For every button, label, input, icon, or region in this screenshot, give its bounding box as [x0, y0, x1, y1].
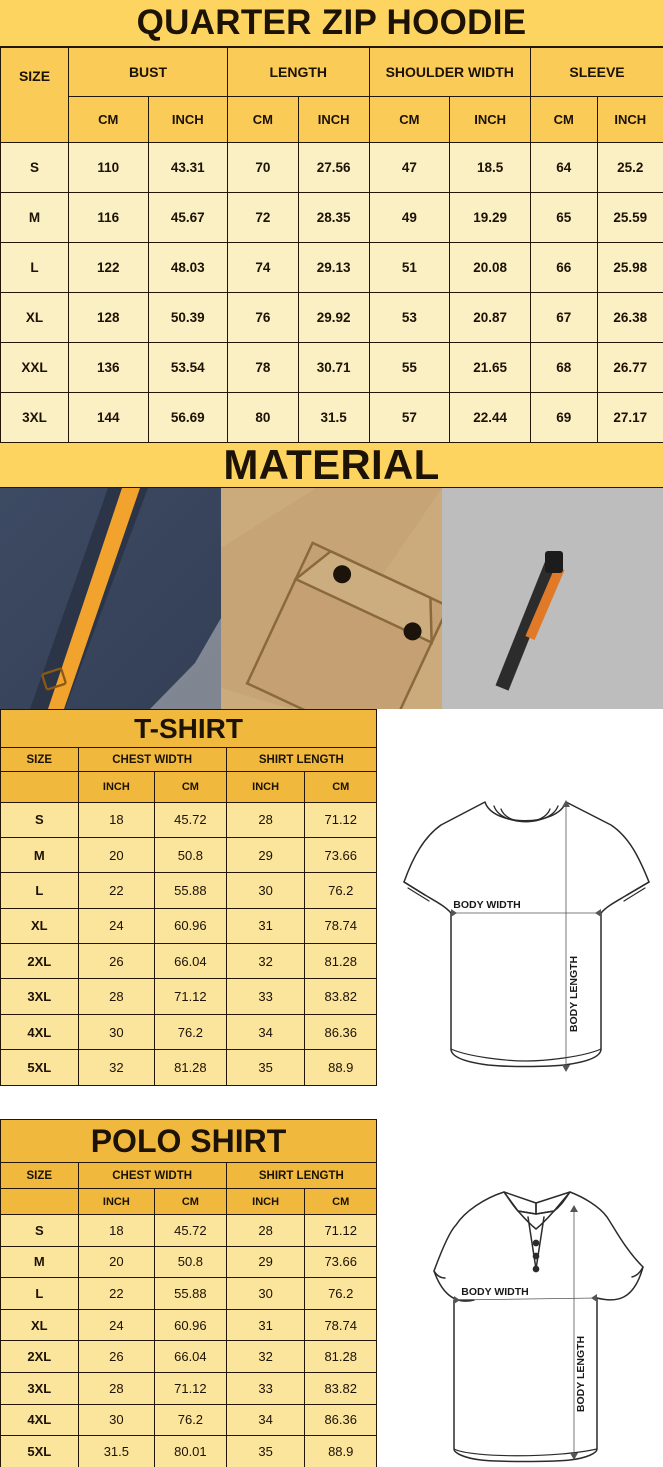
svg-text:BODY WIDTH: BODY WIDTH — [453, 899, 520, 911]
svg-text:BODY WIDTH: BODY WIDTH — [461, 1286, 528, 1298]
svg-text:BODY LENGTH: BODY LENGTH — [568, 956, 580, 1032]
svg-text:BODY LENGTH: BODY LENGTH — [575, 1336, 587, 1412]
